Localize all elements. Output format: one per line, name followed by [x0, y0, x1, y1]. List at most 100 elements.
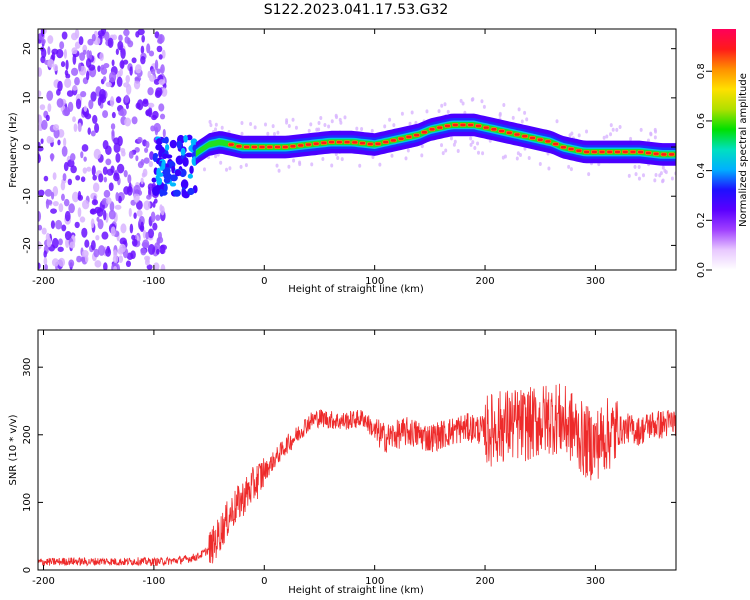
- noise-blob: [135, 31, 140, 38]
- ridge-peak: [544, 139, 552, 144]
- ridge-peak: [506, 130, 513, 135]
- noise-blob: [157, 38, 163, 44]
- noise-blob: [92, 114, 98, 124]
- noise-blob: [136, 209, 143, 217]
- noise-blob: [97, 219, 104, 230]
- halo-dot: [358, 163, 362, 168]
- noise-blob: [90, 218, 95, 229]
- noise-blob: [153, 262, 160, 270]
- ridge-peak: [444, 123, 451, 128]
- noise-blob: [120, 48, 126, 59]
- halo-dot: [249, 122, 253, 127]
- noise-blob: [59, 41, 65, 50]
- noise-blob: [134, 76, 142, 82]
- noise-blob: [90, 208, 96, 215]
- noise-blob: [80, 90, 87, 98]
- noise-blob: [67, 159, 75, 168]
- noise-blob: [103, 189, 111, 198]
- halo-dot: [633, 164, 637, 169]
- halo-dot: [370, 128, 374, 133]
- noise-blob: [119, 60, 125, 69]
- noise-blob: [47, 103, 52, 112]
- noise-blob: [51, 258, 59, 267]
- halo-dot: [330, 163, 334, 168]
- y-tick-label: 0: [22, 567, 33, 573]
- halo-dot: [287, 164, 291, 169]
- halo-dot: [404, 156, 408, 161]
- noise-blob: [140, 221, 144, 231]
- noise-blob: [45, 199, 53, 205]
- halo-dot: [471, 97, 475, 102]
- noise-blob: [85, 58, 92, 68]
- ridge-peak: [390, 138, 397, 143]
- halo-dot: [319, 115, 323, 120]
- x-tick-label: 100: [365, 576, 384, 587]
- halo-dot: [338, 117, 342, 122]
- halo-dot: [469, 136, 473, 141]
- halo-dot: [511, 115, 515, 120]
- noise-blob: [84, 254, 89, 263]
- noise-blob: [116, 163, 125, 174]
- halo-dot: [525, 117, 529, 122]
- noise-blob: [52, 172, 57, 180]
- noise-blob: [67, 178, 73, 186]
- ridge-peak: [428, 127, 436, 132]
- noise-blob: [133, 184, 141, 195]
- halo-dot: [406, 148, 410, 153]
- ridge-peak: [467, 123, 474, 127]
- noise-blob: [73, 123, 78, 132]
- noise-blob: [52, 124, 60, 131]
- noise-blob: [46, 90, 54, 101]
- noise-blob: [127, 174, 132, 184]
- halo-dot: [443, 102, 447, 107]
- noise-blob: [84, 113, 92, 120]
- halo-dot: [298, 160, 302, 165]
- halo-dot: [469, 142, 473, 147]
- halo-dot: [659, 171, 663, 176]
- ridge-peak: [258, 145, 266, 149]
- halo-dot: [287, 124, 291, 129]
- halo-dot: [214, 127, 218, 132]
- ridge-peak: [567, 147, 575, 151]
- halo-dot: [498, 113, 502, 118]
- ridge-peak: [336, 140, 343, 145]
- noise-blob: [70, 67, 79, 76]
- y-tick-label: 0: [22, 144, 33, 150]
- noise-blob: [131, 234, 136, 241]
- halo-dot: [646, 138, 650, 143]
- noise-blob: [134, 64, 142, 74]
- halo-dot: [202, 167, 206, 172]
- noise-blob: [92, 174, 97, 181]
- noise-blob: [74, 221, 80, 229]
- ridge-peak: [382, 140, 389, 145]
- noise-blob: [118, 255, 124, 263]
- ridge-peak: [243, 145, 250, 149]
- noise-blob: [97, 96, 102, 106]
- halo-dot: [214, 154, 218, 159]
- halo-dot: [517, 107, 521, 112]
- noise-blob: [38, 90, 42, 97]
- noise-blob: [60, 61, 66, 68]
- noise-blob: [147, 87, 154, 96]
- noise-blob: [156, 68, 161, 75]
- noise-blob: [103, 210, 107, 221]
- noise-blob: [104, 31, 110, 42]
- noise-blob: [58, 238, 63, 246]
- noise-blob: [118, 34, 123, 42]
- halo-dot: [408, 121, 412, 126]
- colorbar-tick-label: 0.6: [696, 113, 707, 129]
- noise-blob: [160, 264, 166, 270]
- snr-y-ticks: 0 100 200 300: [22, 358, 676, 573]
- noise-blob: [140, 159, 145, 166]
- noise-blob: [159, 244, 166, 255]
- colorbar-scale: [712, 29, 736, 270]
- noise-blob: [63, 137, 67, 147]
- noise-blob: [48, 137, 55, 143]
- noise-blob: [83, 156, 87, 162]
- noise-blob: [160, 64, 165, 74]
- halo-dot: [343, 115, 347, 120]
- halo-dot: [476, 141, 480, 146]
- transition-blob: [172, 189, 181, 197]
- halo-dot: [568, 133, 572, 138]
